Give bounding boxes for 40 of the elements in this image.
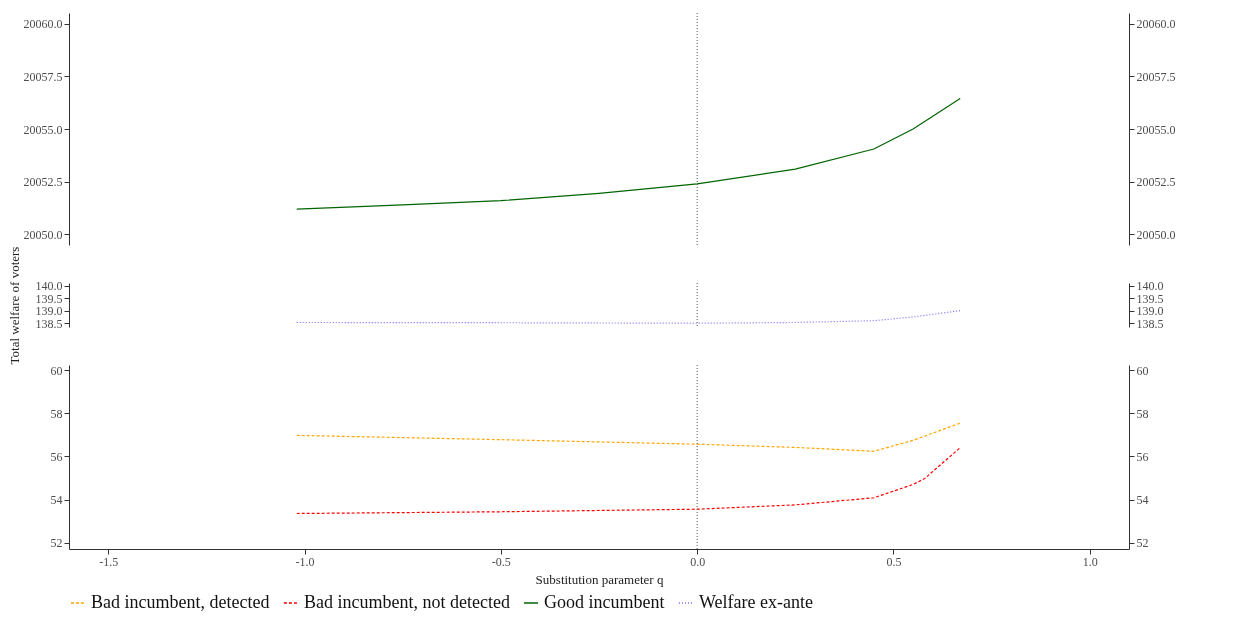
x-tick-label: 0.5 [886, 554, 902, 569]
y-tick-label: 20055.0 [23, 122, 63, 137]
x-tick-label: -1.0 [295, 554, 315, 569]
y-tick-label: 138.5 [35, 316, 63, 331]
y-axis-title: Total welfare of voters [6, 246, 22, 365]
y-tick-label: 56 [50, 449, 63, 464]
y2-tick-label: 20052.5 [1136, 175, 1176, 190]
legend-label: Welfare ex-ante [699, 592, 813, 612]
x-tick-label: -0.5 [491, 554, 511, 569]
y2-tick-label: 140.0 [1136, 279, 1164, 294]
y2-tick-label: 56 [1136, 449, 1149, 464]
y2-tick-label: 52 [1136, 536, 1149, 551]
x-axis-title: Substitution parameter q [535, 571, 664, 587]
y2-tick-label: 20060.0 [1136, 17, 1176, 32]
y2-tick-label: 58 [1136, 406, 1149, 421]
legend-label: Good incumbent [544, 592, 665, 612]
y-tick-label: 20052.5 [23, 175, 63, 190]
y-tick-label: 139.5 [35, 291, 63, 306]
y2-tick-label: 60 [1136, 363, 1149, 378]
y-tick-label: 140.0 [35, 279, 63, 294]
x-tick-label: -1.5 [99, 554, 119, 569]
y2-tick-label: 138.5 [1136, 316, 1164, 331]
y2-tick-label: 54 [1136, 493, 1149, 507]
y-tick-label: 60 [50, 363, 63, 378]
x-tick-label: 1.0 [1082, 554, 1098, 569]
legend-label: Bad incumbent, detected [91, 592, 270, 612]
y-tick-label: 20050.0 [23, 227, 63, 242]
y2-tick-label: 139.0 [1136, 304, 1164, 319]
y2-tick-label: 20055.0 [1136, 122, 1176, 137]
y-tick-label: 54 [50, 493, 63, 507]
y-tick-label: 20060.0 [23, 17, 63, 32]
x-tick-label: 0.0 [690, 554, 706, 569]
y2-tick-label: 20057.5 [1136, 69, 1176, 84]
y-tick-label: 139.0 [35, 304, 63, 319]
y2-tick-label: 139.5 [1136, 291, 1164, 306]
y-tick-label: 52 [50, 536, 63, 551]
y2-tick-label: 20050.0 [1136, 227, 1176, 242]
legend-label: Bad incumbent, not detected [304, 592, 510, 612]
y-tick-label: 20057.5 [23, 69, 63, 84]
y-tick-label: 58 [50, 406, 63, 421]
